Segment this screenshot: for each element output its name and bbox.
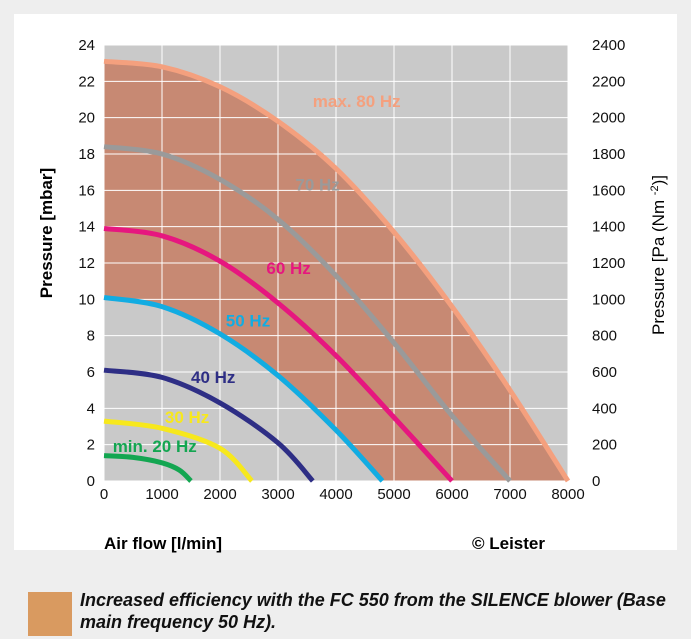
curve-line	[103, 418, 254, 483]
legend-swatch	[28, 592, 72, 636]
curve-line	[103, 367, 315, 483]
curve-label: 70 Hz	[295, 175, 339, 194]
x-tick-label: 1000	[145, 486, 178, 503]
y2-tick-label: 0	[592, 473, 600, 490]
curve-label: 40 Hz	[191, 368, 235, 387]
y-tick-label: 18	[78, 146, 95, 163]
y2-tick-label: 1600	[592, 182, 625, 199]
y2-tick-label: 2400	[592, 37, 625, 54]
y2-axis-title-main: Pressure [Pa (Nm	[649, 195, 668, 335]
curve-label: max. 80 Hz	[313, 92, 401, 111]
copyright-label: © Leister	[472, 534, 545, 553]
y-tick-label: 10	[78, 291, 95, 308]
y2-tick-label: 1800	[592, 146, 625, 163]
curve-line	[103, 58, 571, 483]
y2-tick-label: 2200	[592, 73, 625, 90]
y-tick-label: 8	[87, 328, 95, 345]
x-tick-label: 4000	[319, 486, 352, 503]
right-y-axis-ticks: 0 200 400 600 800 1000 1200 1400 1600 1800 2000 220…	[592, 37, 625, 490]
y2-axis-title-exponent: -2	[649, 185, 661, 195]
legend-text: Increased efficiency with the FC 550 fro…	[80, 590, 666, 632]
curve-line	[103, 295, 385, 483]
curve-label: 60 Hz	[266, 259, 310, 278]
y-tick-label: 12	[78, 255, 95, 272]
y-tick-label: 2	[87, 437, 95, 454]
y2-tick-label: 1000	[592, 291, 625, 308]
y-tick-label: 6	[87, 364, 95, 381]
y-tick-label: 4	[87, 400, 95, 417]
curve-line	[103, 144, 512, 483]
curve-label: min. 20 Hz	[113, 437, 197, 456]
y2-tick-label: 800	[592, 328, 617, 345]
pressure-airflow-chart: 0 1000 2000 3000 4000 5000 6000 7000 8000 024681…	[37, 37, 668, 553]
y2-tick-label: 200	[592, 437, 617, 454]
curve-line	[103, 226, 454, 483]
y-tick-label: 24	[78, 37, 95, 54]
y-tick-label: 20	[78, 110, 95, 127]
y2-tick-label: 2000	[592, 110, 625, 127]
y2-tick-label: 600	[592, 364, 617, 381]
y-axis-title: Pressure [mbar]	[37, 168, 56, 298]
curve-line	[103, 453, 193, 483]
curve-labels: max. 80 Hz 70 Hz 60 Hz 50 Hz 40 Hz 30 Hz min. …	[113, 92, 401, 456]
y2-axis-title-close: )]	[649, 175, 668, 185]
x-axis-title: Air flow [l/min]	[104, 534, 222, 553]
y-tick-label: 0	[87, 473, 95, 490]
horizontal-gridlines	[104, 44, 568, 482]
x-tick-label: 6000	[435, 486, 468, 503]
y-tick-label: 22	[78, 73, 95, 90]
x-tick-label: 5000	[377, 486, 410, 503]
y2-axis-title: Pressure [Pa (Nm -2)]	[649, 175, 668, 335]
x-tick-label: 2000	[203, 486, 236, 503]
x-tick-label: 0	[100, 486, 108, 503]
y2-tick-label: 400	[592, 400, 617, 417]
y2-tick-label: 1400	[592, 219, 625, 236]
x-axis-ticks: 0 1000 2000 3000 4000 5000 6000 7000 8000	[100, 486, 585, 503]
curve-label: 50 Hz	[226, 312, 270, 331]
x-tick-label: 3000	[261, 486, 294, 503]
y2-tick-label: 1200	[592, 255, 625, 272]
y-tick-label: 14	[78, 219, 95, 236]
x-tick-label: 7000	[493, 486, 526, 503]
frequency-curves	[103, 58, 571, 483]
curve-label: 30 Hz	[165, 408, 209, 427]
y-tick-label: 16	[78, 182, 95, 199]
x-tick-label: 8000	[551, 486, 584, 503]
